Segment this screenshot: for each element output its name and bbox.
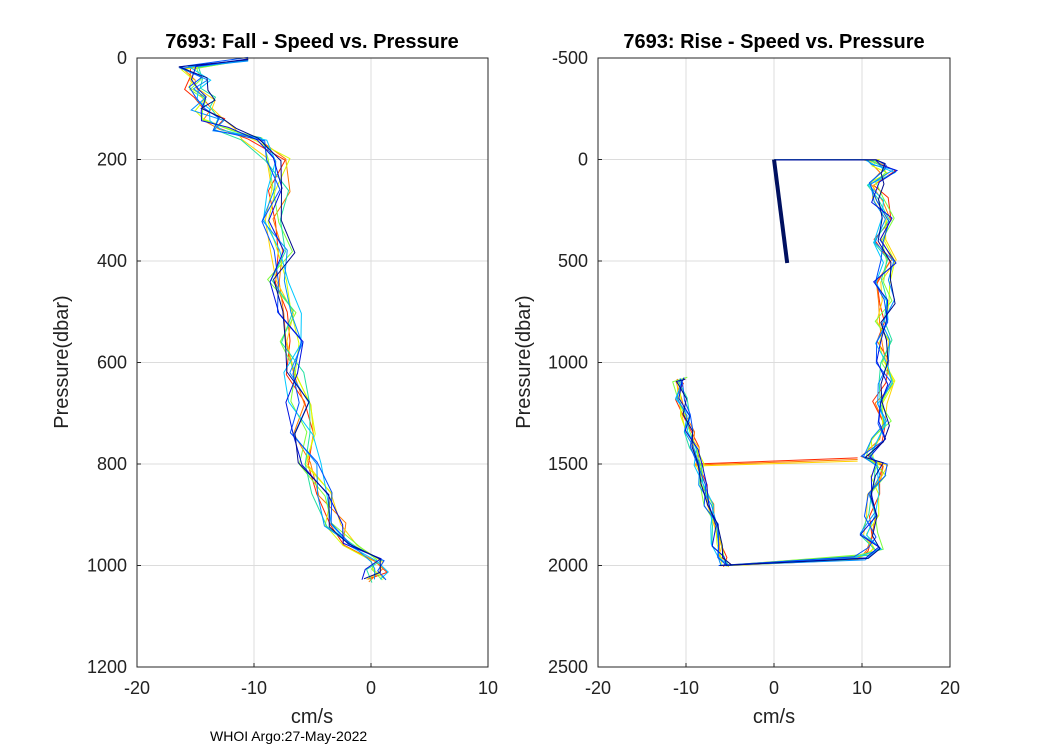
x-tick-label: 10 bbox=[478, 678, 498, 698]
fall-profile-line bbox=[197, 58, 384, 583]
y-tick-label: 500 bbox=[558, 251, 588, 271]
fall-y-axis-label: Pressure(dbar) bbox=[51, 295, 73, 428]
rise-lower-profile-line bbox=[674, 378, 730, 566]
fall-x-axis-label: cm/s bbox=[291, 706, 333, 728]
footer-caption: WHOI Argo:27-May-2022 bbox=[210, 728, 367, 744]
y-tick-label: 1500 bbox=[548, 454, 588, 474]
y-tick-label: 800 bbox=[97, 454, 127, 474]
y-tick-label: 600 bbox=[97, 353, 127, 373]
fall-profile-line bbox=[189, 59, 383, 581]
rise-crossover-line bbox=[694, 459, 858, 466]
fall-profile-line bbox=[178, 60, 376, 580]
fall-profile-line bbox=[180, 58, 385, 580]
rise-lower-profile-line bbox=[679, 379, 722, 567]
rise-crossover-line bbox=[694, 460, 858, 467]
rise-x-axis-label: cm/s bbox=[753, 706, 795, 728]
x-tick-label: -20 bbox=[585, 678, 611, 698]
rise-y-axis-label: Pressure(dbar) bbox=[513, 295, 535, 428]
fall-profile-line bbox=[178, 59, 381, 580]
fall-profiles bbox=[178, 56, 389, 583]
fall-profile-line bbox=[181, 59, 384, 583]
rise-lower-profile-line bbox=[678, 377, 728, 566]
rise-profile-line bbox=[719, 159, 896, 566]
y-tick-label: 200 bbox=[97, 150, 127, 170]
y-tick-label: 1200 bbox=[87, 657, 127, 677]
x-tick-label: 10 bbox=[852, 678, 872, 698]
x-tick-label: -20 bbox=[124, 678, 150, 698]
x-tick-label: -10 bbox=[673, 678, 699, 698]
rise-start-line bbox=[772, 159, 790, 264]
fall-profile-line bbox=[189, 58, 383, 580]
rise-ticks: -20 -10 0 10 20 -500 0 500 1000 1500 2000 2500 bbox=[548, 48, 960, 698]
fall-profile-line bbox=[190, 58, 382, 580]
fall-chart-title: 7693: Fall - Speed vs. Pressure bbox=[165, 31, 459, 53]
x-tick-label: 0 bbox=[366, 678, 376, 698]
y-tick-label: 1000 bbox=[548, 353, 588, 373]
fall-grid bbox=[136, 57, 489, 668]
y-tick-label: 400 bbox=[97, 251, 127, 271]
rise-profile-line bbox=[718, 159, 896, 566]
rise-profile-line bbox=[728, 159, 893, 566]
rise-lower-profile-line bbox=[675, 378, 732, 566]
x-tick-label: -10 bbox=[241, 678, 267, 698]
rise-chart-title: 7693: Rise - Speed vs. Pressure bbox=[623, 31, 924, 53]
fall-profile-line bbox=[184, 58, 389, 580]
y-tick-label: 0 bbox=[578, 150, 588, 170]
y-tick-label: 1000 bbox=[87, 556, 127, 576]
rise-crossover-line bbox=[694, 457, 858, 465]
y-tick-label: 0 bbox=[117, 48, 127, 68]
x-tick-label: 20 bbox=[940, 678, 960, 698]
y-tick-label: 2500 bbox=[548, 657, 588, 677]
x-tick-label: 0 bbox=[769, 678, 779, 698]
fall-profile-line bbox=[179, 56, 387, 581]
y-tick-label: -500 bbox=[552, 48, 588, 68]
rise-speed-panel: -20 -10 0 10 20 -500 0 500 1000 1500 2000 2500 7693… bbox=[513, 31, 960, 728]
y-tick-label: 2000 bbox=[548, 556, 588, 576]
rise-grid bbox=[597, 57, 951, 668]
rise-profile-line bbox=[718, 159, 892, 566]
rise-profiles bbox=[672, 159, 899, 568]
